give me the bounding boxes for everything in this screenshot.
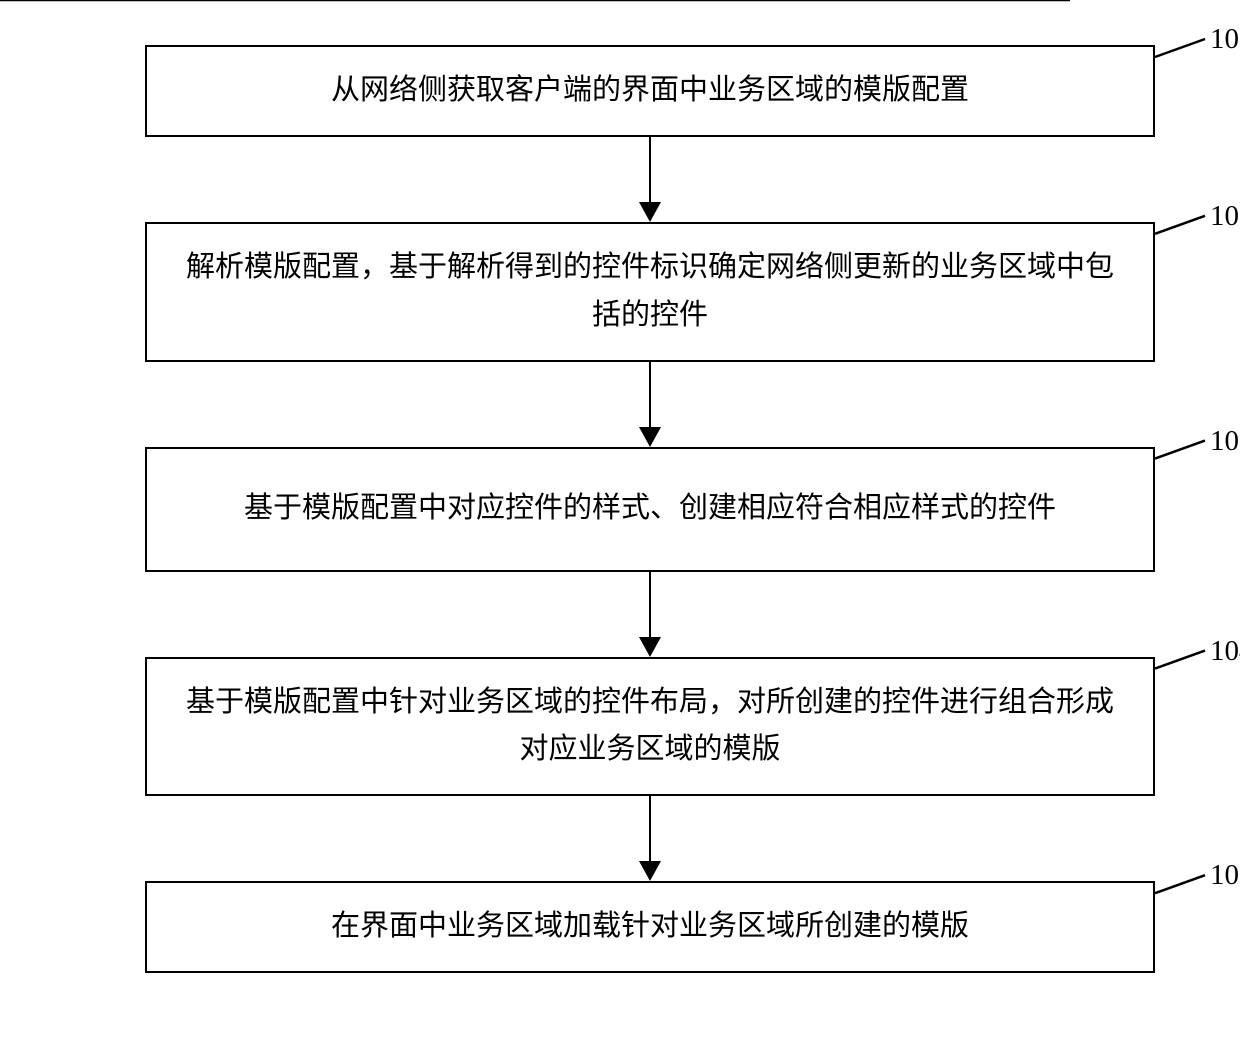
step-label-103: 103	[1210, 425, 1240, 458]
arrow-connector	[60, 572, 1240, 657]
step-label-102: 102	[1210, 200, 1240, 233]
step-box-102: 解析模版配置，基于解析得到的控件标识确定网络侧更新的业务区域中包括的控件	[145, 222, 1155, 362]
arrow-line	[649, 796, 652, 861]
step-box-104: 基于模版配置中针对业务区域的控件布局，对所创建的控件进行组合形成对应业务区域的模…	[145, 657, 1155, 797]
step-text: 基于模版配置中针对业务区域的控件布局，对所创建的控件进行组合形成对应业务区域的模…	[177, 679, 1123, 775]
step-container: 基于模版配置中针对业务区域的控件布局，对所创建的控件进行组合形成对应业务区域的模…	[0, 657, 1240, 797]
step-container: 基于模版配置中对应控件的样式、创建相应符合相应样式的控件	[0, 447, 1240, 572]
arrow-head-icon	[639, 637, 661, 657]
step-container: 从网络侧获取客户端的界面中业务区域的模版配置	[0, 45, 1240, 137]
arrow-line	[649, 362, 652, 427]
arrow-connector	[60, 362, 1240, 447]
step-label-104: 104	[1210, 635, 1240, 668]
arrow-head-icon	[639, 427, 661, 447]
step-box-101: 从网络侧获取客户端的界面中业务区域的模版配置	[145, 45, 1155, 137]
step-container: 解析模版配置，基于解析得到的控件标识确定网络侧更新的业务区域中包括的控件	[0, 222, 1240, 362]
arrow-line	[649, 137, 652, 202]
step-label-101: 101	[1210, 23, 1240, 56]
step-container: 在界面中业务区域加载针对业务区域所创建的模版	[0, 881, 1240, 973]
step-text: 基于模版配置中对应控件的样式、创建相应符合相应样式的控件	[244, 485, 1056, 533]
step-text: 从网络侧获取客户端的界面中业务区域的模版配置	[331, 67, 969, 115]
arrow-head-icon	[639, 202, 661, 222]
flowchart-container: 从网络侧获取客户端的界面中业务区域的模版配置 101 解析模版配置，基于解析得到…	[0, 0, 1240, 1055]
step-label-105: 105	[1210, 859, 1240, 892]
step-box-105: 在界面中业务区域加载针对业务区域所创建的模版	[145, 881, 1155, 973]
arrow-connector	[60, 796, 1240, 881]
arrow-line	[649, 572, 652, 637]
step-text: 在界面中业务区域加载针对业务区域所创建的模版	[331, 903, 969, 951]
arrow-connector	[60, 137, 1240, 222]
step-text: 解析模版配置，基于解析得到的控件标识确定网络侧更新的业务区域中包括的控件	[177, 244, 1123, 340]
step-box-103: 基于模版配置中对应控件的样式、创建相应符合相应样式的控件	[145, 447, 1155, 572]
arrow-head-icon	[639, 861, 661, 881]
